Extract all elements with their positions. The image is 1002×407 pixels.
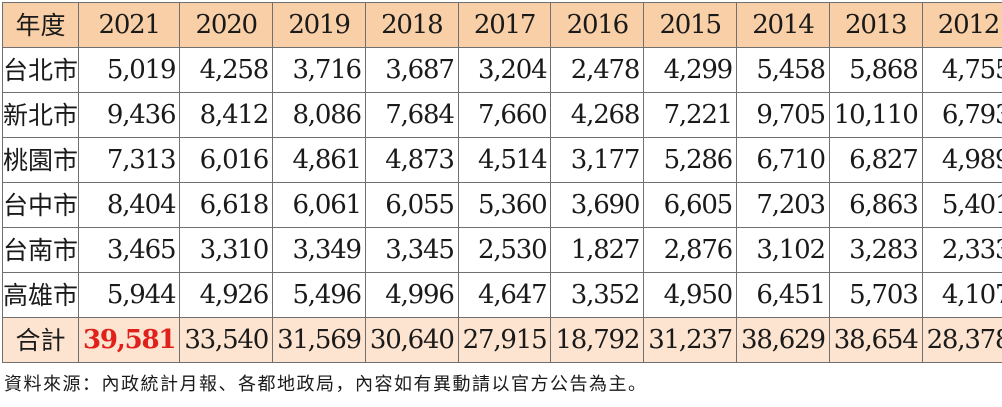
total-value-cell: 28,378 xyxy=(921,317,1002,363)
total-value-cell: 31,237 xyxy=(643,317,738,363)
value-cell: 4,861 xyxy=(272,137,366,183)
value-cell: 6,793 xyxy=(921,92,1002,138)
value-cell: 6,618 xyxy=(179,182,274,228)
housing-transactions-table: 年度 2021 2020 2019 2018 2017 2016 2015 20… xyxy=(1,2,1002,363)
value-cell: 2,876 xyxy=(643,227,738,273)
city-label-cell: 台中市 xyxy=(1,182,80,228)
table-row: 新北市 9,436 8,412 8,086 7,684 7,660 4,268 … xyxy=(1,92,1002,138)
value-cell: 5,019 xyxy=(78,47,181,93)
value-cell: 6,863 xyxy=(828,182,923,228)
data-table-container: 年度 2021 2020 2019 2018 2017 2016 2015 20… xyxy=(1,2,1002,363)
value-cell: 3,352 xyxy=(550,272,645,318)
value-cell: 3,204 xyxy=(457,47,552,93)
year-header-cell: 2020 xyxy=(179,2,274,48)
total-value-cell: 30,640 xyxy=(364,317,459,363)
value-cell: 4,107 xyxy=(921,272,1002,318)
value-cell: 8,404 xyxy=(78,182,181,228)
city-label-cell: 高雄市 xyxy=(1,272,80,318)
value-cell: 3,345 xyxy=(364,227,459,273)
year-header-cell: 2014 xyxy=(736,2,830,48)
value-cell: 4,873 xyxy=(364,137,459,183)
total-highlight-cell: 39,581 xyxy=(78,317,181,363)
total-value-cell: 18,792 xyxy=(550,317,645,363)
total-label-cell: 合計 xyxy=(1,317,80,363)
value-cell: 5,703 xyxy=(828,272,923,318)
total-row: 合計 39,581 33,540 31,569 30,640 27,915 18… xyxy=(1,317,1002,363)
value-cell: 6,061 xyxy=(272,182,366,228)
year-header-cell: 2016 xyxy=(550,2,645,48)
value-cell: 5,868 xyxy=(828,47,923,93)
total-value-cell: 27,915 xyxy=(457,317,552,363)
value-cell: 5,944 xyxy=(78,272,181,318)
value-cell: 2,333 xyxy=(921,227,1002,273)
value-cell: 3,690 xyxy=(550,182,645,228)
value-cell: 3,177 xyxy=(550,137,645,183)
value-cell: 3,310 xyxy=(179,227,274,273)
total-value-cell: 33,540 xyxy=(179,317,274,363)
table-row: 台中市 8,404 6,618 6,061 6,055 5,360 3,690 … xyxy=(1,182,1002,228)
value-cell: 7,684 xyxy=(364,92,459,138)
value-cell: 7,660 xyxy=(457,92,552,138)
value-cell: 6,827 xyxy=(828,137,923,183)
value-cell: 3,716 xyxy=(272,47,366,93)
value-cell: 4,755 xyxy=(921,47,1002,93)
year-header-cell: 2015 xyxy=(643,2,738,48)
value-cell: 3,465 xyxy=(78,227,181,273)
year-header-cell: 2019 xyxy=(272,2,366,48)
value-cell: 1,827 xyxy=(550,227,645,273)
value-cell: 4,299 xyxy=(643,47,738,93)
value-cell: 8,086 xyxy=(272,92,366,138)
value-cell: 4,258 xyxy=(179,47,274,93)
value-cell: 9,705 xyxy=(736,92,830,138)
value-cell: 8,412 xyxy=(179,92,274,138)
total-value-cell: 38,629 xyxy=(736,317,830,363)
year-header-cell: 2018 xyxy=(364,2,459,48)
value-cell: 4,989 xyxy=(921,137,1002,183)
year-header-cell: 2017 xyxy=(457,2,552,48)
value-cell: 5,360 xyxy=(457,182,552,228)
value-cell: 2,530 xyxy=(457,227,552,273)
value-cell: 2,478 xyxy=(550,47,645,93)
value-cell: 4,926 xyxy=(179,272,274,318)
header-row: 年度 2021 2020 2019 2018 2017 2016 2015 20… xyxy=(1,2,1002,48)
value-cell: 9,436 xyxy=(78,92,181,138)
table-row: 桃園市 7,313 6,016 4,861 4,873 4,514 3,177 … xyxy=(1,137,1002,183)
total-value-cell: 38,654 xyxy=(828,317,923,363)
year-header-cell: 2021 xyxy=(78,2,181,48)
value-cell: 4,647 xyxy=(457,272,552,318)
value-cell: 6,451 xyxy=(736,272,830,318)
value-cell: 7,203 xyxy=(736,182,830,228)
value-cell: 3,102 xyxy=(736,227,830,273)
value-cell: 6,605 xyxy=(643,182,738,228)
value-cell: 10,110 xyxy=(828,92,923,138)
value-cell: 6,016 xyxy=(179,137,274,183)
value-cell: 6,055 xyxy=(364,182,459,228)
value-cell: 5,401 xyxy=(921,182,1002,228)
city-label-cell: 台北市 xyxy=(1,47,80,93)
value-cell: 6,710 xyxy=(736,137,830,183)
table-row: 台南市 3,465 3,310 3,349 3,345 2,530 1,827 … xyxy=(1,227,1002,273)
source-note: 資料來源：內政統計月報、各都地政局，內容如有異動請以官方公告為主。 xyxy=(4,374,648,395)
city-label-cell: 台南市 xyxy=(1,227,80,273)
year-header-cell: 2013 xyxy=(828,2,923,48)
value-cell: 5,458 xyxy=(736,47,830,93)
value-cell: 7,221 xyxy=(643,92,738,138)
value-cell: 5,496 xyxy=(272,272,366,318)
value-cell: 4,950 xyxy=(643,272,738,318)
city-label-cell: 新北市 xyxy=(1,92,80,138)
value-cell: 3,283 xyxy=(828,227,923,273)
value-cell: 4,268 xyxy=(550,92,645,138)
value-cell: 7,313 xyxy=(78,137,181,183)
header-label-cell: 年度 xyxy=(1,2,80,48)
value-cell: 5,286 xyxy=(643,137,738,183)
city-label-cell: 桃園市 xyxy=(1,137,80,183)
value-cell: 4,996 xyxy=(364,272,459,318)
value-cell: 3,349 xyxy=(272,227,366,273)
table-row: 台北市 5,019 4,258 3,716 3,687 3,204 2,478 … xyxy=(1,47,1002,93)
value-cell: 3,687 xyxy=(364,47,459,93)
table-row: 高雄市 5,944 4,926 5,496 4,996 4,647 3,352 … xyxy=(1,272,1002,318)
value-cell: 4,514 xyxy=(457,137,552,183)
total-value-cell: 31,569 xyxy=(272,317,366,363)
year-header-cell: 2012 xyxy=(921,2,1002,48)
